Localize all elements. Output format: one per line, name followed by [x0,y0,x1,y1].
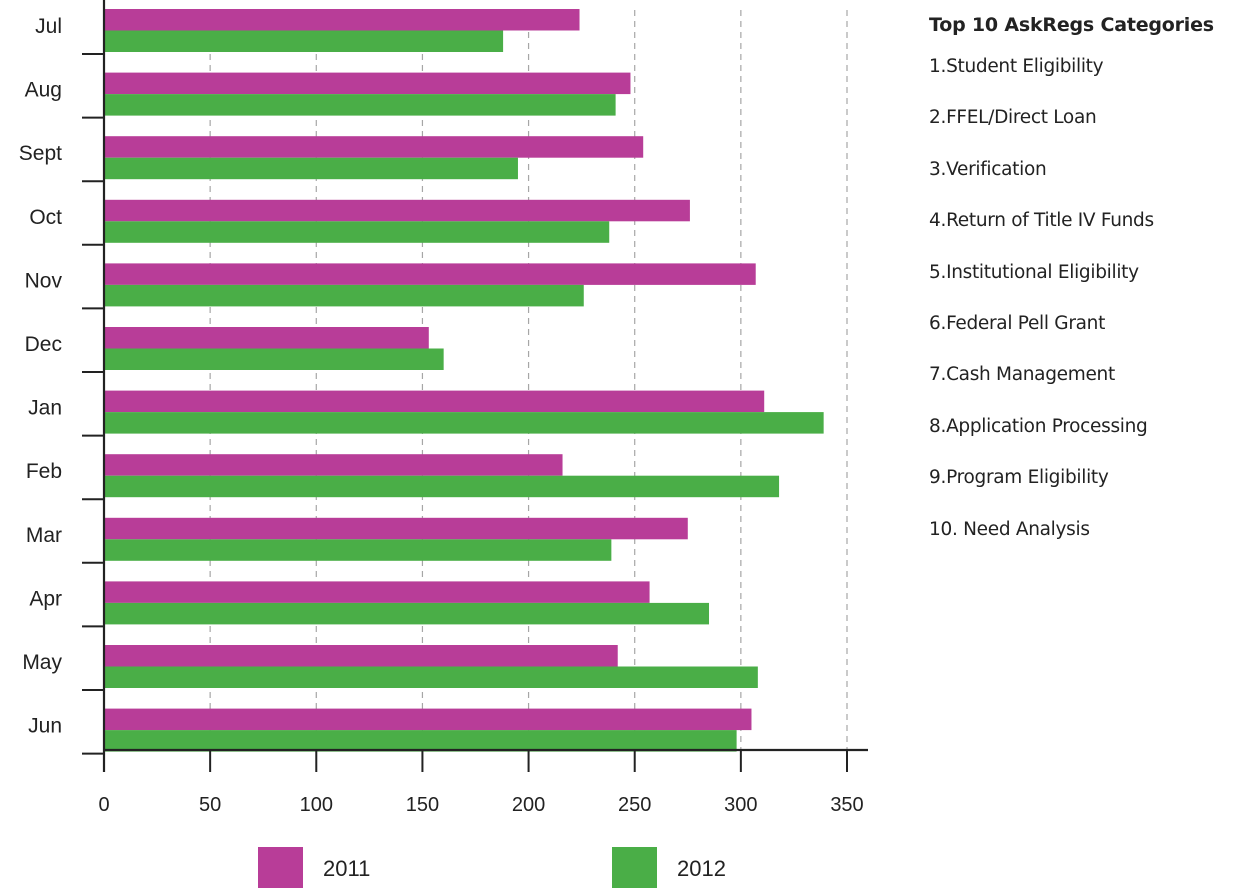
category-label: Jan [28,397,62,420]
bar-2011-Sept [104,136,644,158]
bar-2011-Oct [104,199,690,222]
category-list: 1.Student Eligibility 2.FFEL/Direct Loan 3… [929,56,1254,570]
legend-label-2012: 2012 [677,856,726,881]
category-label: Apr [29,587,62,610]
category-labels: Jul Aug Sept Oct Nov Dec Jan Feb Mar Apr May Jun [19,15,63,738]
category-label: Aug [25,79,62,102]
bar-2012-Mar [104,539,612,561]
category-name: Student Eligibility [946,56,1104,77]
bar-2011-Dec [104,327,429,349]
x-tick-label: 150 [406,794,439,816]
axes [82,0,868,772]
category-list-item: 8.Application Processing [929,416,1254,467]
category-label: Jul [35,15,62,38]
x-tick-label: 350 [830,794,863,816]
category-list-item: 9.Program Eligibility [929,467,1254,518]
category-number: 9. [929,467,947,489]
x-tick-label: 250 [618,794,651,816]
x-tick-label: 200 [512,794,545,816]
category-panel: Top 10 AskRegs Categories 1.Student Elig… [929,14,1254,570]
bar-2012-Sept [104,157,518,180]
category-name: Cash Management [946,364,1115,386]
bar-2011-Feb [104,454,563,476]
legend-swatch-2011 [258,847,303,888]
category-label: Dec [25,333,62,356]
category-number: 3. [929,158,947,180]
x-tick-label: 50 [199,794,221,816]
bar-2011-Jan [104,390,765,413]
category-name: Institutional Eligibility [946,261,1139,283]
category-label: May [22,651,62,674]
bar-2011-Mar [104,517,688,540]
bar-2012-May [104,666,758,688]
legend-label-2011: 2011 [323,856,370,881]
category-list-item: 1.Student Eligibility [929,56,1254,107]
category-name: Federal Pell Grant [946,312,1106,334]
category-label: Mar [26,524,62,547]
category-label: Jun [28,715,62,738]
category-number: 5. [929,261,947,283]
category-name: Program Eligibility [946,467,1109,489]
bar-2011-Aug [104,72,631,95]
legend-swatch-2012 [612,847,657,888]
bar-2012-Jun [104,730,737,752]
category-name: Return of Title IV Funds [946,210,1154,232]
bar-2011-May [104,645,618,667]
category-list-item: 10. Need Analysis [929,519,1254,570]
category-number: 6. [929,312,947,334]
x-tick-label: 300 [724,794,757,816]
category-name: Verification [946,158,1047,180]
category-name: FFEL/Direct Loan [946,107,1097,129]
category-number: 8. [929,415,947,437]
category-label: Sept [19,142,62,165]
category-list-item: 5.Institutional Eligibility [929,262,1254,313]
x-tick-label: 0 [98,794,109,816]
category-label: Nov [25,269,63,292]
category-number: 2. [929,107,947,129]
category-name: Need Analysis [957,518,1090,540]
panel-title: Top 10 AskRegs Categories [929,14,1214,36]
bar-chart: Jul Aug Sept Oct Nov Dec Jan Feb Mar Apr May Jun 0 5… [19,0,868,888]
category-list-item: 2.FFEL/Direct Loan [929,107,1254,158]
x-tick-labels: 0 50 100 150 200 250 300 350 [98,794,863,816]
category-name: Application Processing [946,415,1148,437]
category-list-item: 3.Verification [929,159,1254,210]
bars [104,9,824,752]
category-list-item: 7.Cash Management [929,364,1254,415]
category-label: Oct [29,206,62,229]
legend: 2011 2012 [258,847,726,888]
x-tick-label: 100 [300,794,333,816]
gridlines [209,10,848,750]
category-label: Feb [26,460,62,483]
bar-2012-Nov [104,284,584,307]
category-number: 10. [929,518,958,540]
bar-2011-Jun [104,708,752,731]
bar-2012-Aug [104,94,616,116]
bar-2012-Apr [104,602,710,625]
category-number: 7. [929,364,947,386]
bar-2012-Feb [104,475,780,498]
bar-2011-Jul [104,9,580,31]
category-number: 1. [929,56,947,77]
category-list-item: 6.Federal Pell Grant [929,313,1254,364]
bar-2011-Nov [104,263,756,285]
category-number: 4. [929,210,947,232]
bar-2011-Apr [104,581,650,603]
bar-2012-Dec [104,348,444,370]
category-list-item: 4.Return of Title IV Funds [929,210,1254,261]
bar-2012-Oct [104,221,610,243]
bar-2012-Jan [104,412,824,434]
bar-2012-Jul [104,30,504,52]
